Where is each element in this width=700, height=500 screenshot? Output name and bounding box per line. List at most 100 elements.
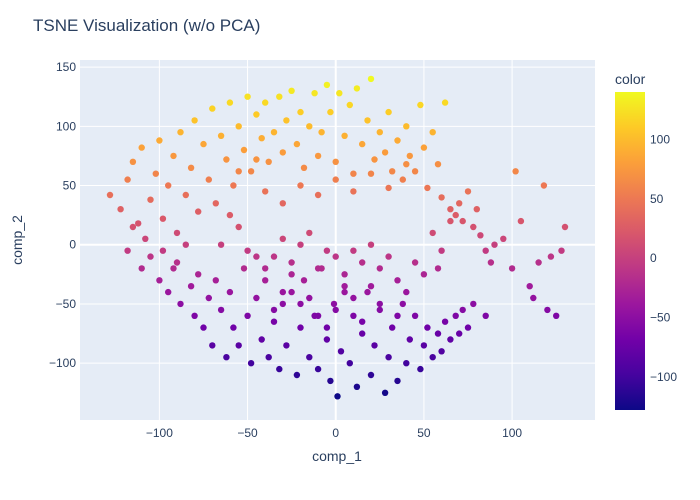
data-point xyxy=(235,223,242,231)
data-point xyxy=(293,371,301,379)
data-point xyxy=(399,300,406,308)
data-point xyxy=(297,241,304,248)
y-tick-label: 50 xyxy=(63,179,77,193)
data-point xyxy=(240,146,248,154)
data-point xyxy=(517,217,525,225)
data-point xyxy=(547,253,555,260)
data-point xyxy=(411,312,419,319)
data-point xyxy=(350,294,357,302)
data-point xyxy=(512,168,519,175)
data-point xyxy=(558,247,565,254)
data-point xyxy=(247,360,255,367)
data-point xyxy=(429,354,436,361)
data-point xyxy=(300,164,308,171)
data-point xyxy=(359,140,366,148)
data-point xyxy=(244,312,251,319)
colorbar-tick-label: 100 xyxy=(650,132,670,146)
data-point xyxy=(447,206,454,213)
data-point xyxy=(508,265,516,272)
data-point xyxy=(283,117,290,124)
data-point xyxy=(223,354,230,361)
data-point xyxy=(487,259,495,266)
data-point xyxy=(385,253,392,260)
data-point xyxy=(240,265,248,272)
data-point xyxy=(491,241,498,248)
data-point xyxy=(411,259,419,266)
colorbar-title: color xyxy=(615,71,646,87)
data-point xyxy=(226,211,234,219)
data-point xyxy=(230,182,237,189)
data-point xyxy=(332,176,339,183)
data-point xyxy=(195,271,202,278)
colorbar-tick-label: 0 xyxy=(650,251,657,265)
data-point xyxy=(482,247,489,254)
data-point xyxy=(205,176,212,183)
data-point xyxy=(314,152,322,160)
data-point xyxy=(288,288,295,296)
data-point xyxy=(323,324,331,331)
data-point xyxy=(526,283,533,290)
data-point xyxy=(389,324,396,331)
data-point xyxy=(359,330,366,337)
data-point xyxy=(459,306,466,314)
data-point xyxy=(447,336,454,343)
data-point xyxy=(230,324,237,331)
y-tick-label: −50 xyxy=(56,297,77,311)
data-point xyxy=(341,283,348,290)
data-point xyxy=(306,229,313,237)
data-point xyxy=(217,241,225,248)
data-point xyxy=(244,247,251,254)
data-point xyxy=(191,312,198,319)
data-point xyxy=(165,182,172,189)
data-point xyxy=(159,247,167,254)
data-point xyxy=(258,336,265,343)
data-point xyxy=(217,306,225,314)
data-point xyxy=(306,354,313,361)
data-point xyxy=(129,223,137,231)
data-point xyxy=(434,161,442,168)
data-point xyxy=(253,294,260,302)
data-point xyxy=(456,330,463,337)
data-point xyxy=(350,247,357,254)
data-point xyxy=(297,108,304,116)
data-point xyxy=(346,360,353,367)
data-point xyxy=(265,354,272,361)
data-point xyxy=(394,277,401,284)
data-point xyxy=(212,200,219,207)
data-point xyxy=(177,300,184,308)
data-point xyxy=(262,277,269,284)
data-point xyxy=(297,182,304,189)
data-point xyxy=(553,312,560,319)
data-point xyxy=(336,90,343,97)
data-point xyxy=(477,232,484,239)
data-point xyxy=(420,144,428,151)
data-point xyxy=(314,265,322,272)
data-point xyxy=(279,200,286,207)
data-point xyxy=(350,312,357,319)
data-point xyxy=(235,123,242,130)
data-point xyxy=(147,196,154,203)
data-point xyxy=(353,383,361,390)
data-point xyxy=(473,206,480,213)
data-point xyxy=(200,324,207,331)
data-point xyxy=(226,288,234,296)
data-point xyxy=(247,168,255,175)
data-point xyxy=(262,265,269,272)
colorbar xyxy=(615,92,645,410)
data-point xyxy=(376,300,383,308)
data-point xyxy=(177,129,184,136)
data-point xyxy=(403,123,410,130)
data-point xyxy=(323,336,331,343)
x-tick-label: 0 xyxy=(332,426,339,440)
data-point xyxy=(500,235,507,242)
data-point xyxy=(332,158,339,165)
data-point xyxy=(438,247,445,254)
data-point xyxy=(464,324,472,331)
data-point xyxy=(456,200,463,207)
x-tick-labels: −100 −50 0 50 100 xyxy=(146,426,523,440)
y-tick-label: 0 xyxy=(69,238,76,252)
data-point xyxy=(173,259,181,266)
data-point xyxy=(389,168,396,175)
data-point xyxy=(262,99,269,106)
